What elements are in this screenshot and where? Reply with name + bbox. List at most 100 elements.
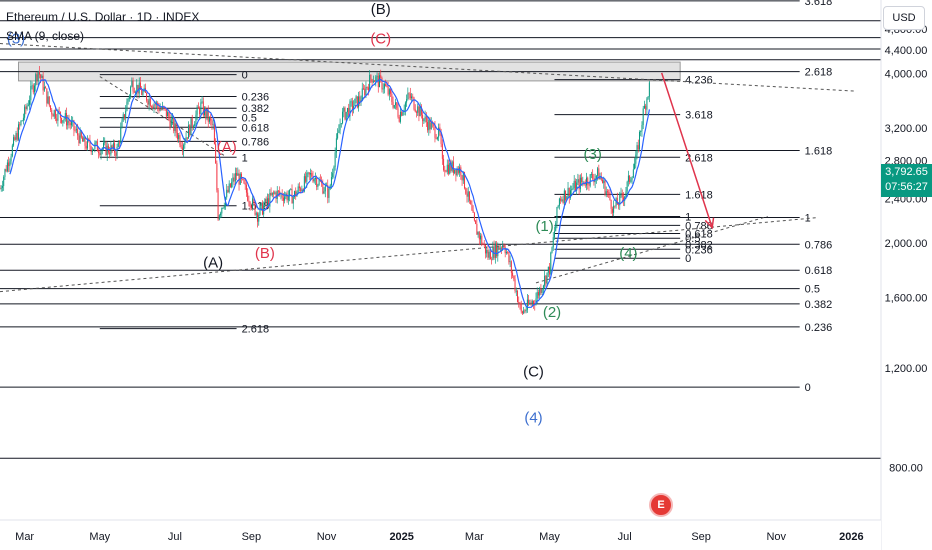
candle-body: [578, 179, 580, 190]
candle-body: [258, 214, 260, 222]
level-label: 0.236: [242, 92, 270, 104]
candle-body: [338, 130, 340, 133]
candle-body: [444, 170, 446, 172]
candle-body: [531, 301, 533, 304]
candle-body: [646, 98, 648, 110]
candle-body: [243, 179, 245, 184]
candle-body: [556, 207, 558, 224]
candle-body: [406, 99, 408, 103]
level-label: 0.786: [685, 220, 713, 232]
candle-body: [557, 205, 559, 208]
candle-body: [471, 204, 473, 211]
candle-body: [204, 108, 206, 116]
candle-body: [605, 191, 607, 196]
time-tick-label: Sep: [242, 531, 262, 543]
candle-body: [0, 187, 2, 189]
candle-body: [194, 124, 196, 127]
candle-body: [142, 91, 144, 95]
level-label: 1.618: [685, 189, 713, 201]
candle-body: [355, 96, 357, 99]
candle-body: [472, 210, 474, 213]
candle-body: [356, 96, 358, 108]
candle-body: [154, 104, 156, 106]
candle-body: [464, 172, 466, 189]
candle-body: [206, 110, 208, 119]
level-label: 0.5: [242, 113, 257, 125]
level-label: 0: [242, 70, 248, 82]
candle-body: [332, 173, 334, 178]
candle-body: [613, 205, 615, 213]
candle-body: [350, 101, 352, 103]
candle-body: [160, 108, 162, 110]
candle-body: [237, 173, 239, 176]
candle-body: [626, 181, 628, 192]
candle-body: [502, 245, 504, 249]
candle-body: [640, 130, 642, 132]
candle-body: [322, 183, 324, 194]
candle-body: [411, 96, 413, 99]
candle-body: [271, 192, 273, 196]
candle-body: [549, 266, 551, 275]
candle-body: [307, 172, 309, 174]
candle-body: [343, 107, 345, 112]
candle-body: [547, 266, 549, 273]
candle-body: [188, 125, 190, 139]
candle-body: [358, 96, 360, 108]
candle-body: [126, 101, 128, 112]
candle-body: [3, 176, 5, 187]
candle-body: [448, 164, 450, 174]
candle-body: [122, 114, 124, 121]
candle-body: [388, 89, 390, 95]
time-tick-label: Jul: [618, 531, 632, 543]
candle-body: [158, 106, 160, 111]
candle-body: [354, 98, 356, 107]
candle-body: [173, 117, 175, 131]
candle-body: [334, 152, 336, 168]
candle-body: [220, 213, 222, 216]
candle-body: [298, 186, 300, 189]
candle-body: [153, 104, 155, 108]
candle-body: [111, 145, 113, 149]
candle-body: [255, 213, 257, 215]
candle-body: [241, 173, 243, 179]
indicator-legend[interactable]: SMA (9, close): [6, 29, 85, 43]
time-tick-label: Nov: [317, 531, 337, 543]
candle-body: [483, 244, 485, 246]
candle-body: [505, 251, 507, 254]
candle-body: [404, 102, 406, 110]
candle-body: [301, 189, 303, 192]
candle-body: [1, 186, 3, 188]
candle-body: [482, 244, 484, 246]
candle-body: [537, 292, 539, 296]
candle-body: [401, 111, 403, 116]
candle-body: [279, 191, 281, 195]
candle-body: [536, 292, 538, 299]
currency-button[interactable]: USD: [883, 6, 925, 30]
candle-body: [264, 199, 266, 206]
candle-body: [333, 167, 335, 174]
candle-body: [433, 123, 435, 126]
current-price-value: 3,792.65: [885, 166, 928, 178]
candle-body: [484, 244, 486, 254]
candle-body: [273, 192, 275, 194]
earnings-event-icon[interactable]: E: [649, 493, 673, 517]
price-tick-label: 1,200.00: [885, 363, 928, 375]
level-label: 4.236: [685, 75, 713, 87]
candle-body: [45, 86, 47, 89]
candle-body: [34, 85, 36, 93]
candle-body: [164, 107, 166, 109]
candle-body: [98, 151, 100, 154]
candle-body: [510, 261, 512, 273]
candle-body: [20, 120, 22, 126]
candle-body: [555, 223, 557, 232]
candle-body: [361, 88, 363, 101]
candle-body: [638, 131, 640, 150]
candle-body: [90, 146, 92, 152]
candle-body: [112, 143, 114, 149]
candle-body: [598, 168, 600, 180]
candle-body: [520, 303, 522, 312]
candle-body: [183, 144, 185, 152]
candle-body: [459, 167, 461, 173]
candle-body: [480, 235, 482, 240]
